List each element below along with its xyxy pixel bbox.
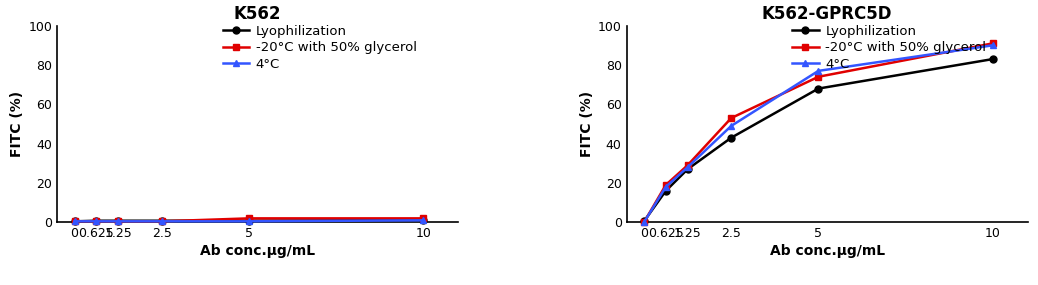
4°C	[659, 185, 672, 189]
Lyophilization	[725, 136, 737, 139]
-20°C with 50% glycerol	[681, 164, 693, 167]
4°C	[243, 220, 255, 223]
Lyophilization	[986, 57, 999, 61]
4°C	[812, 69, 824, 73]
Lyophilization	[69, 220, 81, 223]
-20°C with 50% glycerol	[243, 217, 255, 220]
-20°C with 50% glycerol	[986, 42, 999, 45]
4°C	[156, 220, 168, 223]
Lyophilization	[637, 220, 650, 223]
Line: -20°C with 50% glycerol: -20°C with 50% glycerol	[71, 215, 427, 225]
Lyophilization	[812, 87, 824, 90]
4°C	[725, 124, 737, 128]
4°C	[69, 220, 81, 223]
Legend: Lyophilization, -20°C with 50% glycerol, 4°C: Lyophilization, -20°C with 50% glycerol,…	[787, 20, 991, 76]
Y-axis label: FITC (%): FITC (%)	[10, 91, 24, 157]
-20°C with 50% glycerol	[725, 116, 737, 120]
4°C	[417, 219, 430, 222]
Y-axis label: FITC (%): FITC (%)	[579, 91, 594, 157]
4°C	[681, 166, 693, 169]
4°C	[637, 221, 650, 224]
4°C	[90, 220, 103, 223]
Lyophilization	[90, 219, 103, 222]
-20°C with 50% glycerol	[156, 220, 168, 223]
Lyophilization	[112, 219, 125, 222]
Line: Lyophilization: Lyophilization	[640, 56, 996, 225]
Lyophilization	[156, 219, 168, 222]
-20°C with 50% glycerol	[90, 220, 103, 223]
Lyophilization	[659, 189, 672, 193]
Title: K562-GPRC5D: K562-GPRC5D	[762, 5, 893, 23]
X-axis label: Ab conc.μg/mL: Ab conc.μg/mL	[769, 244, 884, 258]
Line: -20°C with 50% glycerol: -20°C with 50% glycerol	[640, 40, 996, 226]
-20°C with 50% glycerol	[417, 217, 430, 220]
4°C	[986, 44, 999, 47]
Legend: Lyophilization, -20°C with 50% glycerol, 4°C: Lyophilization, -20°C with 50% glycerol,…	[218, 20, 422, 76]
Line: Lyophilization: Lyophilization	[71, 217, 427, 225]
-20°C with 50% glycerol	[659, 183, 672, 187]
-20°C with 50% glycerol	[112, 220, 125, 223]
Line: 4°C: 4°C	[71, 217, 427, 225]
-20°C with 50% glycerol	[812, 75, 824, 78]
-20°C with 50% glycerol	[69, 220, 81, 223]
Title: K562: K562	[234, 5, 281, 23]
Lyophilization	[681, 168, 693, 171]
X-axis label: Ab conc.μg/mL: Ab conc.μg/mL	[200, 244, 316, 258]
-20°C with 50% glycerol	[637, 221, 650, 224]
Lyophilization	[243, 219, 255, 222]
4°C	[112, 220, 125, 223]
Line: 4°C: 4°C	[640, 42, 996, 226]
Lyophilization	[417, 218, 430, 222]
